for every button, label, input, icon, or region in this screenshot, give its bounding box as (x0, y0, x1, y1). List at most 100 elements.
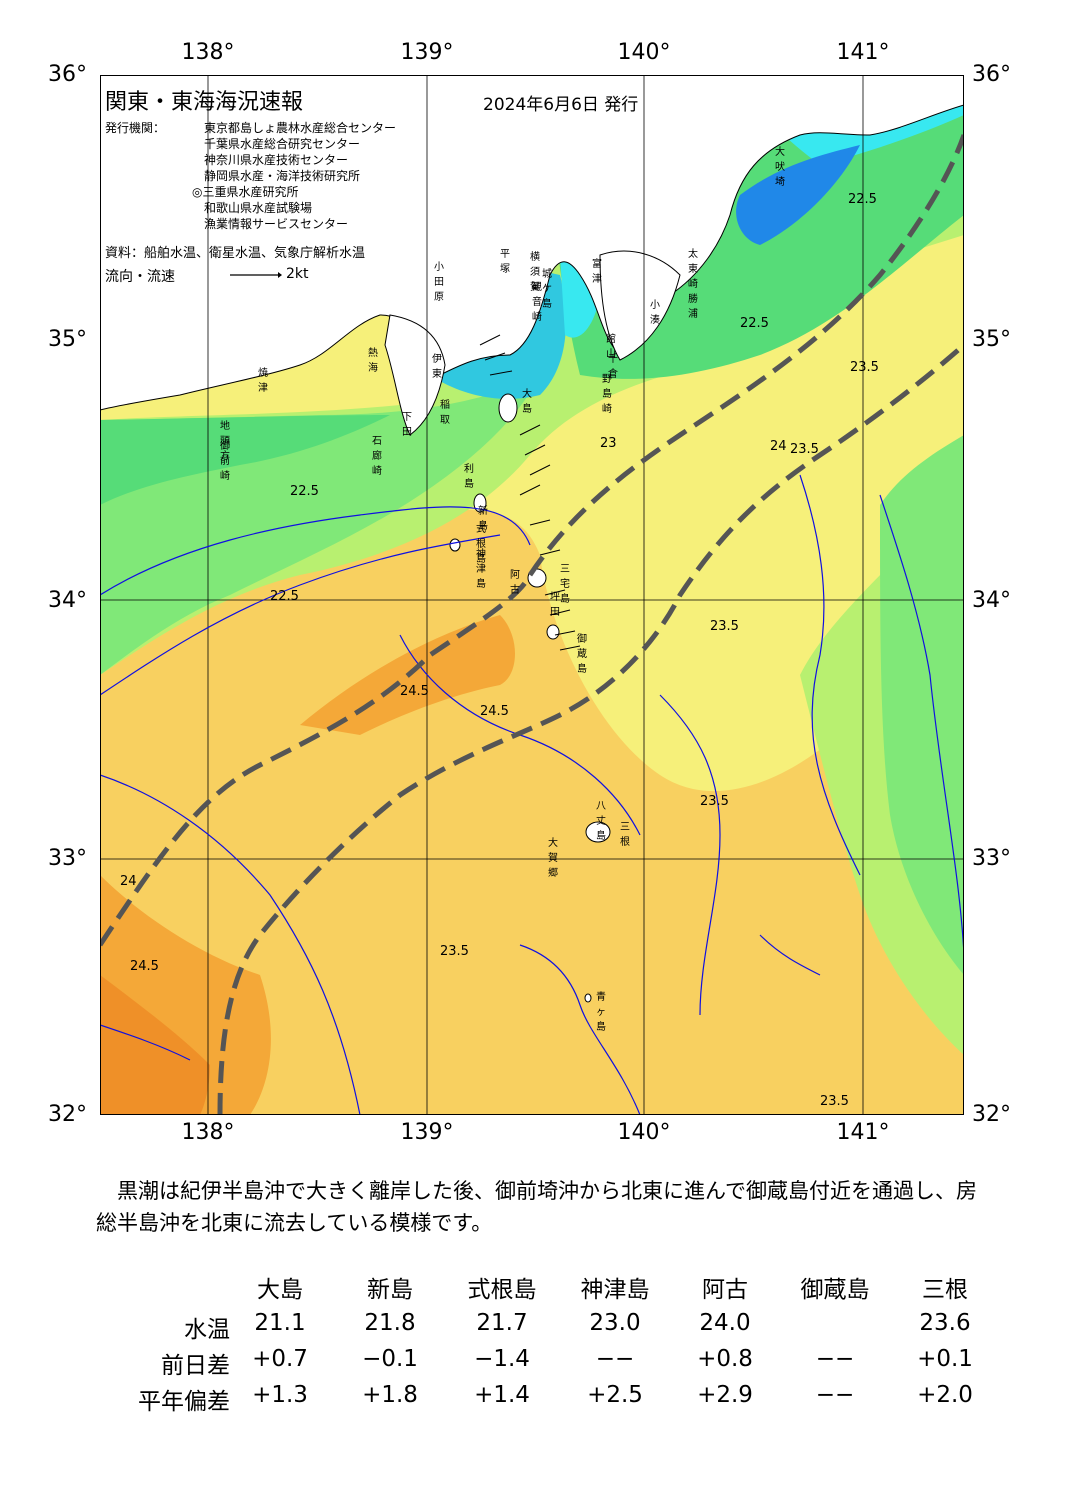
place-kozushima: 神津島 (476, 549, 486, 590)
place-hiratsuka: 平塚 (500, 249, 510, 275)
place-hachijojima: 八丈島 (596, 801, 606, 842)
daily-change-ako: +0.8 (697, 1346, 753, 1372)
water-temp-mitsune: 23.6 (919, 1310, 971, 1336)
zone-22-5-east (880, 435, 964, 975)
place-oshima: 大島 (522, 389, 532, 415)
water-temp-niijima: 21.8 (364, 1310, 416, 1336)
place-futtsu: 富津 (592, 259, 602, 285)
zone-24 (100, 509, 964, 1115)
water-temp-shikinejima: 21.7 (476, 1310, 528, 1336)
lat-label-35-left: 35° (48, 327, 87, 352)
contour-label-23-5-d: 23.5 (700, 794, 729, 809)
place-inubosaki: 大吠埼 (775, 147, 785, 188)
kuroshio-description: 黒潮は紀伊半島沖で大きく離岸した後、御前埼沖から北東に進んで御蔵島付近を通過し、… (96, 1179, 977, 1235)
place-kominato: 小湊 (650, 300, 660, 326)
lat-label-36-right: 36° (972, 62, 1011, 87)
contour-label-23: 23 (600, 436, 617, 451)
place-okago: 大賀郷 (548, 838, 558, 879)
issuers-list: 東京都島しょ農林水産総合センター 千葉県水産総合研究センター 神奈川県水産技術セ… (192, 120, 396, 232)
place-yaizu: 焼津 (258, 368, 268, 394)
anomaly-niijima: +1.8 (362, 1382, 418, 1408)
zone-22 (100, 415, 390, 505)
data-source: 資料：船舶水温、衛星水温、気象庁解析水温 (105, 246, 366, 261)
lat-label-36-left: 36° (48, 62, 87, 87)
island-oshima (498, 393, 518, 423)
land-boso-peninsula (599, 250, 681, 361)
issuer-6: 和歌山県水産試験場 (204, 201, 313, 215)
daily-change-mikurajima: −− (815, 1346, 855, 1372)
lon-label-138-bottom: 138° (181, 1120, 235, 1145)
lat-label-32-left: 32° (48, 1102, 87, 1127)
row-label-daily-change: 前日差 (161, 1353, 230, 1379)
lat-label-32-right: 32° (972, 1102, 1011, 1127)
place-mikurajima: 御蔵島 (577, 634, 587, 675)
place-mitsune: 三根 (620, 822, 630, 848)
map-title: 関東・東海海況速報 (105, 90, 304, 115)
place-ako: 阿古 (510, 570, 520, 596)
place-nojimazaki: 野島崎 (602, 374, 612, 415)
place-ito: 伊東 (432, 354, 442, 380)
issuer-2: 千葉県水産総合研究センター (204, 137, 361, 151)
lat-label-33-right: 33° (972, 846, 1011, 871)
water-temp-ako: 24.0 (699, 1310, 751, 1336)
row-label-anomaly: 平年偏差 (138, 1389, 230, 1415)
place-kannonzaki: 観音崎 (532, 282, 542, 323)
contour-label-22-5-west: 22.5 (290, 484, 319, 499)
lon-label-139-bottom: 139° (400, 1120, 454, 1145)
daily-change-oshima: +0.7 (252, 1346, 308, 1372)
contour-label-24-5-b: 24.5 (400, 684, 429, 699)
contour-label-23-5-c: 23.5 (710, 619, 739, 634)
place-tateyama: 館山 (606, 334, 616, 360)
lon-label-140-top: 140° (617, 40, 671, 65)
lat-label-33-left: 33° (48, 846, 87, 871)
lon-label-138-top: 138° (181, 40, 235, 65)
flow-legend-label: 流向・流速 (105, 269, 175, 285)
issuer-4: 静岡県水産・海洋技術研究所 (204, 169, 361, 183)
island-kozushima (449, 538, 461, 552)
place-katsuura: 勝浦 (688, 294, 698, 320)
row-label-water-temp: 水温 (184, 1317, 230, 1343)
lat-label-34-right: 34° (972, 588, 1011, 613)
contour-label-24-5-a: 24.5 (480, 704, 509, 719)
lon-label-141-bottom: 141° (836, 1120, 890, 1145)
contour-label-23-5-e: 23.5 (440, 944, 469, 959)
contour-label-24-east: 24 (770, 439, 787, 454)
place-atami: 熱海 (368, 348, 378, 374)
anomaly-kozushima: +2.5 (587, 1382, 643, 1408)
issuer-3: 神奈川県水産技術センター (204, 153, 349, 167)
kuroshio-axis (100, 134, 964, 1115)
contour-labels: 22.5 22.5 23.5 22.5 23 24 23.5 22.5 24.5… (120, 192, 879, 1109)
anomaly-ako: +2.9 (697, 1382, 753, 1408)
anomaly-mitsune: +2.0 (917, 1382, 973, 1408)
place-yokosuka: 横須賀 (530, 252, 540, 293)
anomaly-mikurajima: −− (815, 1382, 855, 1408)
col-niijima: 新島 (367, 1277, 413, 1303)
place-niijima: 新島 (478, 506, 488, 532)
daily-change-shikinejima: −1.4 (474, 1346, 530, 1372)
place-inatori: 稲取 (440, 400, 450, 426)
col-ako: 阿古 (702, 1277, 748, 1303)
contour-label-24-5-sw: 24.5 (130, 959, 159, 974)
flow-legend-unit: 2kt (286, 266, 309, 282)
lon-label-140-bottom: 140° (617, 1120, 671, 1145)
issuer-5: ◎三重県水産研究所 (192, 185, 299, 199)
lon-label-139-top: 139° (400, 40, 454, 65)
place-tsubota: 坪田 (550, 592, 560, 618)
grid-lines (100, 75, 964, 1115)
issuer-7: 漁業情報サービスセンター (204, 217, 349, 231)
contour-label-22-5-boso: 22.5 (740, 316, 769, 331)
daily-change-niijima: −0.1 (362, 1346, 418, 1372)
lat-label-34-left: 34° (48, 588, 87, 613)
land-honshu (100, 75, 964, 411)
col-oshima: 大島 (257, 1277, 303, 1303)
col-kozushima: 神津島 (580, 1277, 650, 1303)
anomaly-oshima: +1.3 (252, 1382, 308, 1408)
current-vectors (479, 334, 581, 651)
island-aogashima (584, 993, 592, 1003)
contour-label-23-5-east: 23.5 (850, 360, 879, 375)
lat-label-35-right: 35° (972, 327, 1011, 352)
water-temp-kozushima: 23.0 (589, 1310, 641, 1336)
map-frame (100, 75, 964, 1115)
contour-label-23-5-east2: 23.5 (790, 442, 819, 457)
island-niijima (473, 493, 487, 513)
